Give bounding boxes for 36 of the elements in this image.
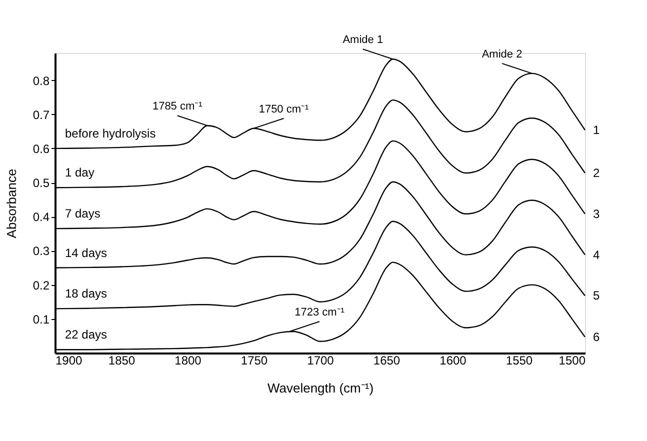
x-tick-label: 1850 <box>108 354 136 368</box>
x-tick-label: 1500 <box>558 354 586 368</box>
x-tick-label: 1800 <box>174 354 202 368</box>
y-tick-label: 0.7 <box>32 108 50 122</box>
annotation: 2 <box>593 166 600 180</box>
x-tick-label: 1650 <box>373 354 400 368</box>
y-tick-label: 0.5 <box>32 176 50 190</box>
x-tick-label: 1900 <box>56 354 83 368</box>
series-label: before hydrolysis <box>65 126 156 140</box>
series-label: 18 days <box>65 286 108 301</box>
annotation: 4 <box>593 248 600 262</box>
annotation: 1723 cm⁻¹ <box>294 306 345 319</box>
annotation: Amide 1 <box>342 34 384 46</box>
annotation: 1785 cm⁻¹ <box>152 100 203 113</box>
series-label: 7 days <box>65 206 100 221</box>
series-label: 22 days <box>65 328 108 342</box>
annotation: 1 <box>593 123 600 138</box>
annotation: Amide 2 <box>482 48 522 60</box>
annotation: 5 <box>593 288 600 303</box>
y-tick-label: 0.3 <box>32 244 50 258</box>
annotation: 3 <box>593 206 600 221</box>
x-axis-title: Wavelength (cm⁻¹) <box>267 380 374 396</box>
series-label: 14 days <box>65 246 108 260</box>
x-tick-label: 1600 <box>440 354 467 368</box>
y-tick-label: 0.6 <box>32 142 50 156</box>
series-label: 1 day <box>65 166 94 180</box>
y-tick-label: 0.2 <box>32 278 50 292</box>
annotation: 1750 cm⁻¹ <box>258 103 310 116</box>
x-tick-label: 1700 <box>307 354 334 368</box>
annotation: 6 <box>593 330 600 344</box>
y-tick-label: 0.1 <box>32 312 50 326</box>
y-tick-label: 0.8 <box>32 74 50 88</box>
x-tick-label: 1750 <box>240 354 268 368</box>
y-axis-title: Absorbance <box>4 168 19 238</box>
y-tick-label: 0.4 <box>32 210 50 224</box>
x-tick-label: 1550 <box>506 354 533 368</box>
